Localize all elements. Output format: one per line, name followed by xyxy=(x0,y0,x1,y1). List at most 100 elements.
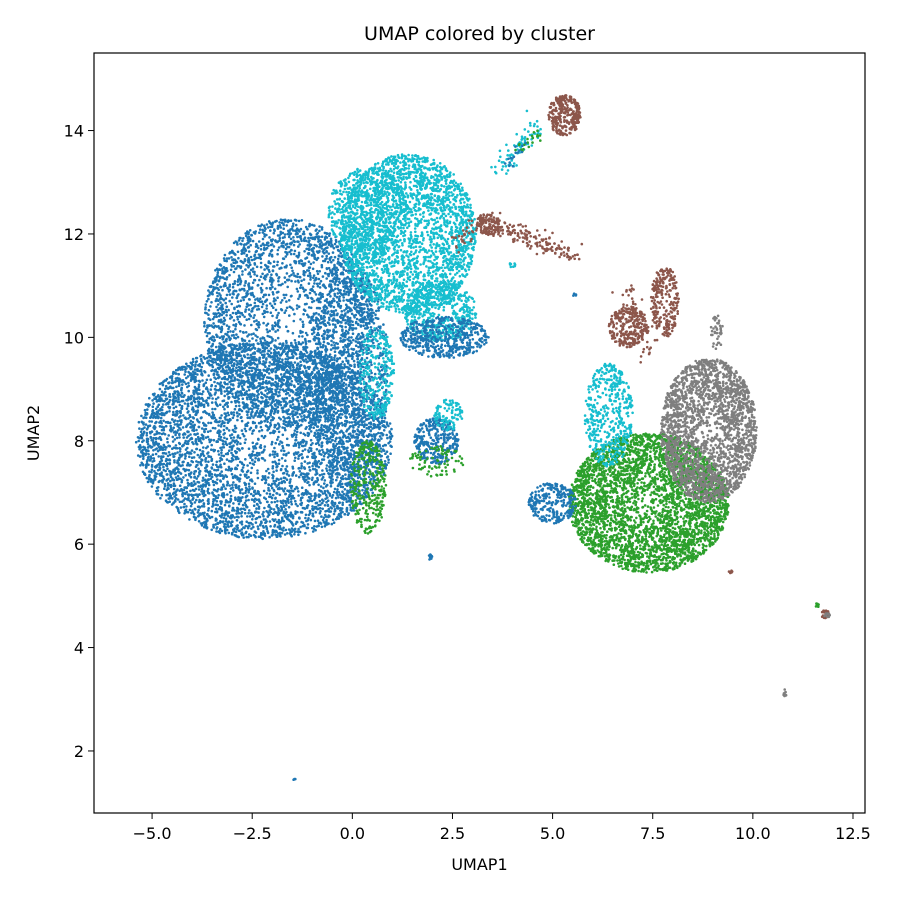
data-point xyxy=(182,395,185,399)
data-point xyxy=(216,473,220,477)
data-point xyxy=(247,498,250,502)
data-point xyxy=(387,441,390,445)
data-point xyxy=(252,504,256,508)
data-point xyxy=(180,386,183,390)
data-point xyxy=(279,509,283,512)
data-point xyxy=(201,499,205,502)
data-point xyxy=(160,457,163,460)
data-point xyxy=(286,515,290,518)
data-point xyxy=(218,416,222,420)
data-point xyxy=(277,403,280,406)
data-point xyxy=(192,429,196,433)
data-point xyxy=(189,452,193,455)
data-point xyxy=(270,496,274,500)
data-point xyxy=(341,403,344,407)
data-point xyxy=(139,430,143,434)
data-point xyxy=(229,494,233,498)
data-point xyxy=(236,535,240,539)
data-point xyxy=(174,413,177,416)
data-point xyxy=(176,470,180,474)
data-point xyxy=(154,452,158,456)
data-point xyxy=(198,448,202,452)
data-point xyxy=(307,421,311,425)
data-point xyxy=(269,376,272,380)
data-point xyxy=(173,400,176,403)
data-point xyxy=(164,424,168,428)
data-point xyxy=(313,519,317,523)
data-point xyxy=(204,427,208,431)
data-point xyxy=(172,386,175,390)
data-point xyxy=(280,441,284,444)
data-point xyxy=(172,410,175,414)
data-point xyxy=(188,455,191,459)
data-point xyxy=(169,426,173,430)
data-point xyxy=(284,501,288,505)
data-point xyxy=(257,507,261,510)
data-point xyxy=(277,427,280,430)
data-point xyxy=(288,394,291,397)
data-point xyxy=(294,438,298,442)
data-point xyxy=(238,436,242,440)
data-point xyxy=(350,402,354,406)
data-point xyxy=(198,364,201,368)
data-point xyxy=(227,531,231,535)
data-point xyxy=(171,478,174,482)
data-point xyxy=(261,533,265,536)
data-point xyxy=(292,444,296,448)
data-point xyxy=(302,506,306,510)
data-point xyxy=(167,497,171,500)
data-point xyxy=(277,520,281,524)
data-point xyxy=(317,503,320,507)
data-point xyxy=(333,487,337,491)
data-point xyxy=(222,433,225,436)
data-point xyxy=(244,429,248,433)
data-point xyxy=(270,501,274,504)
data-point xyxy=(240,429,244,432)
data-point xyxy=(169,395,172,399)
data-point xyxy=(347,395,351,399)
data-point xyxy=(201,452,204,456)
data-point xyxy=(219,474,222,478)
data-point xyxy=(181,433,185,436)
data-point xyxy=(306,475,309,479)
data-point xyxy=(169,479,172,483)
data-point xyxy=(161,451,165,455)
data-point xyxy=(305,425,308,429)
data-point xyxy=(292,471,296,474)
data-point xyxy=(169,494,173,498)
data-point xyxy=(262,436,266,440)
data-point xyxy=(219,438,222,442)
data-point xyxy=(276,465,279,468)
data-point xyxy=(277,435,280,439)
data-point xyxy=(177,468,180,471)
data-point xyxy=(142,457,145,461)
data-point xyxy=(182,460,185,464)
data-point xyxy=(340,482,344,486)
data-point xyxy=(208,472,211,476)
data-point xyxy=(301,475,305,479)
data-point xyxy=(315,494,318,497)
data-point xyxy=(347,477,351,481)
data-point xyxy=(289,478,292,481)
data-point xyxy=(265,469,268,473)
data-point xyxy=(211,505,214,508)
data-point xyxy=(251,450,255,453)
data-point xyxy=(215,530,218,533)
data-point xyxy=(259,444,263,447)
data-point xyxy=(234,486,238,490)
data-point xyxy=(235,528,239,531)
data-point xyxy=(390,445,393,449)
data-point xyxy=(294,444,298,447)
data-point xyxy=(166,440,169,444)
data-point xyxy=(224,440,227,444)
data-point xyxy=(343,365,347,369)
data-point xyxy=(233,474,237,478)
data-point xyxy=(186,375,190,378)
data-point xyxy=(246,356,250,360)
data-point xyxy=(230,451,233,455)
data-point xyxy=(200,487,204,491)
data-point xyxy=(202,355,205,359)
data-point xyxy=(306,490,309,493)
data-point xyxy=(206,390,210,393)
data-point xyxy=(142,445,145,449)
